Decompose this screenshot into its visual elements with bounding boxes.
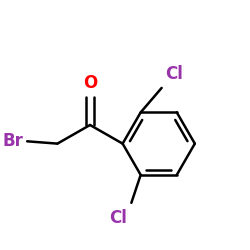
Text: Br: Br (3, 132, 24, 150)
Text: Cl: Cl (165, 65, 183, 83)
Text: Cl: Cl (109, 209, 127, 227)
Text: O: O (83, 74, 97, 92)
